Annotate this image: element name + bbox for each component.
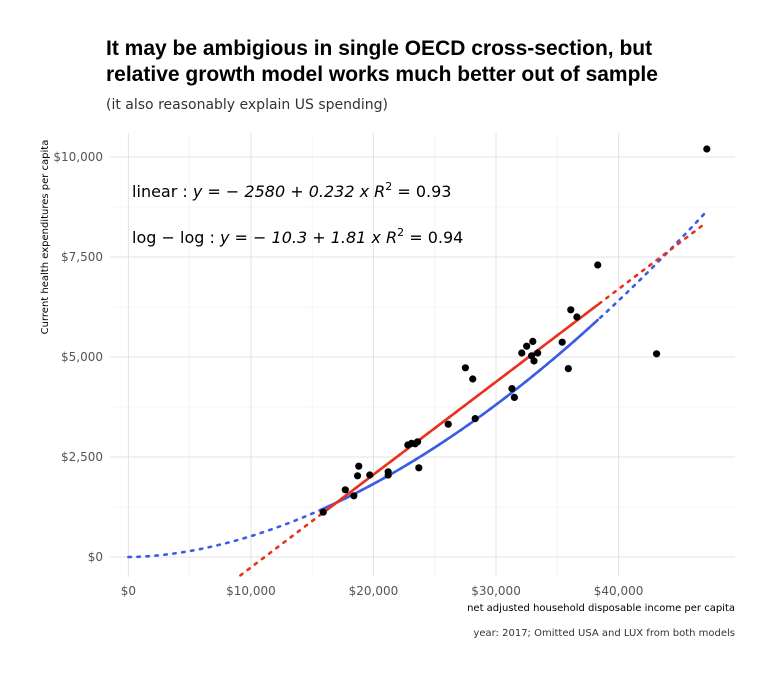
annotation-r2-sup: 2 (385, 180, 392, 193)
fit-lines (127, 212, 706, 577)
x-tick-label: $0 (121, 584, 136, 598)
data-point (652, 350, 661, 358)
data-point (703, 145, 711, 153)
linear-fit-line (321, 303, 600, 514)
data-point (534, 349, 542, 357)
chart-title: It may be ambigious in single OECD cross… (106, 36, 746, 88)
chart-title-line-1: It may be ambigious in single OECD cross… (106, 37, 653, 60)
annotation-linear: linear : y = − 2580 + 0.232 x R2 = 0.93 (132, 180, 451, 201)
annotation-r2-value: = 0.93 (392, 182, 451, 201)
data-point (530, 357, 538, 365)
annotation-r2: R (374, 182, 385, 201)
data-point (415, 464, 423, 472)
data-point (461, 364, 469, 372)
y-tick-label: $0 (88, 550, 103, 564)
y-axis-title: Current health expenditures per capita (40, 140, 51, 335)
y-tick-label: $5,000 (61, 350, 103, 364)
loglog-fit-line (321, 318, 600, 511)
annotation-formula: y = − 2580 + 0.232 x (192, 182, 374, 201)
data-point (518, 349, 526, 357)
annotation-r2-sup: 2 (397, 226, 404, 239)
data-point (558, 338, 566, 346)
annotation-label: linear : (132, 182, 193, 201)
annotation-r2: R (386, 228, 397, 247)
loglog-fit-extrapolation (127, 212, 706, 559)
data-point (508, 385, 516, 393)
data-point (413, 438, 422, 446)
chart-caption: year: 2017; Omitted USA and LUX from bot… (473, 628, 735, 639)
x-tick-label: $10,000 (226, 584, 276, 598)
data-point (355, 462, 363, 470)
data-point (523, 342, 531, 350)
data-point (573, 313, 581, 321)
data-point (384, 468, 392, 476)
chart-title-line-2: relative growth model works much better … (106, 63, 658, 86)
data-point (529, 337, 537, 345)
x-tick-label: $20,000 (349, 584, 399, 598)
data-point (469, 375, 477, 383)
data-point (594, 261, 602, 269)
data-point (567, 306, 575, 314)
x-tick-label: $40,000 (594, 584, 644, 598)
data-point (444, 420, 452, 428)
data-point (471, 415, 479, 423)
data-point (366, 471, 374, 479)
annotation-r2-value: = 0.94 (404, 228, 463, 247)
data-point (564, 365, 572, 373)
data-point (350, 492, 358, 500)
equation-annotations: linear : y = − 2580 + 0.232 x R2 = 0.93l… (132, 180, 463, 247)
y-tick-label: $2,500 (61, 450, 103, 464)
y-tick-label: $7,500 (61, 250, 103, 264)
x-tick-label: $30,000 (471, 584, 521, 598)
annotation-label: log − log : (132, 228, 220, 247)
annotation-loglog: log − log : y = − 10.3 + 1.81 x R2 = 0.9… (132, 226, 463, 247)
axis-ticks: $0 $10,000 $20,000 $30,000 $40,000 $0 $2,500 $5… (53, 150, 643, 598)
data-point (319, 508, 327, 516)
data-point (341, 486, 349, 494)
x-axis-title: net adjusted household disposable income… (467, 603, 735, 614)
y-tick-label: $10,000 (53, 150, 103, 164)
data-point (510, 393, 519, 401)
grid-lines (110, 133, 735, 577)
data-point (353, 472, 362, 480)
annotation-formula: y = − 10.3 + 1.81 x (219, 228, 386, 247)
chart-subtitle: (it also reasonably explain US spending) (106, 97, 389, 113)
data-points (319, 145, 711, 516)
